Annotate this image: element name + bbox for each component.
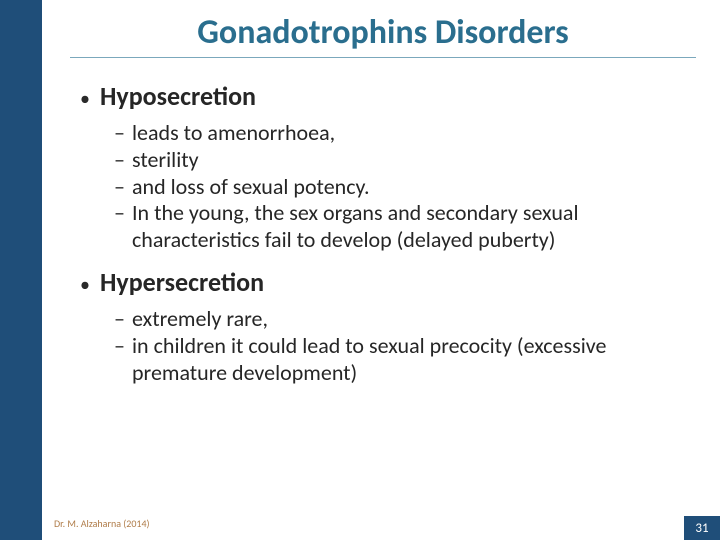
list-item: – and loss of sexual potency. (114, 174, 686, 201)
list-item: – sterility (114, 147, 686, 174)
list-item: – In the young, the sex organs and secon… (114, 200, 686, 254)
dash-icon: – (114, 174, 132, 201)
dash-icon: – (114, 120, 132, 147)
list-item: – leads to amenorrhoea, (114, 120, 686, 147)
sub-item-text: sterility (132, 147, 199, 174)
list-item: – in children it could lead to sexual pr… (114, 333, 686, 387)
slide-title: Gonadotrophins Disorders (70, 12, 696, 58)
sub-item-text: and loss of sexual potency. (132, 174, 370, 201)
section-heading: Hyposecretion (100, 80, 256, 112)
section: • Hyposecretion – leads to amenorrhoea, … (80, 80, 686, 254)
bullet-icon: • (80, 87, 100, 111)
sub-item-text: leads to amenorrhoea, (132, 120, 335, 147)
section-heading-row: • Hypersecretion (80, 266, 686, 298)
slide-body: Gonadotrophins Disorders • Hyposecretion… (42, 0, 720, 540)
section-heading-row: • Hyposecretion (80, 80, 686, 112)
sub-item-text: in children it could lead to sexual prec… (132, 333, 686, 387)
page-number: 31 (695, 521, 708, 536)
bullet-icon: • (80, 273, 100, 297)
sub-item-text: extremely rare, (132, 306, 268, 333)
bullet-list: • Hyposecretion – leads to amenorrhoea, … (80, 80, 686, 387)
sub-list: – leads to amenorrhoea, – sterility – an… (80, 120, 686, 254)
section: • Hypersecretion – extremely rare, – in … (80, 266, 686, 386)
sub-item-text: In the young, the sex organs and seconda… (132, 200, 686, 254)
dash-icon: – (114, 333, 132, 360)
section-heading: Hypersecretion (100, 266, 264, 298)
footer-author: Dr. M. Alzaharna (2014) (54, 517, 150, 530)
list-item: – extremely rare, (114, 306, 686, 333)
dash-icon: – (114, 200, 132, 227)
dash-icon: – (114, 306, 132, 333)
dash-icon: – (114, 147, 132, 174)
left-accent-bar (0, 0, 42, 540)
sub-list: – extremely rare, – in children it could… (80, 306, 686, 386)
page-number-badge: 31 (684, 516, 720, 540)
